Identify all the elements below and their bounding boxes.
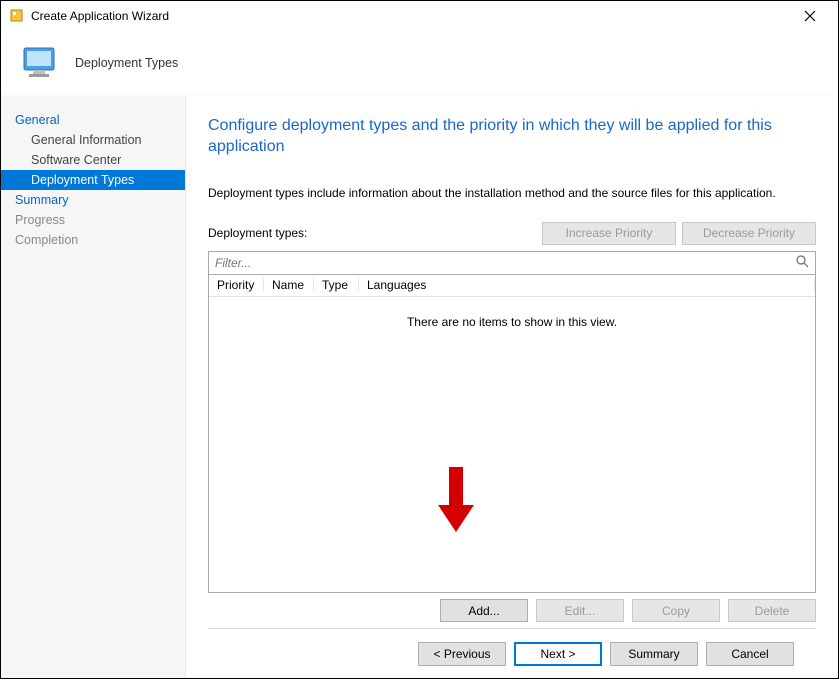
column-name[interactable]: Name <box>264 278 314 292</box>
table-header: Priority Name Type Languages <box>209 275 815 297</box>
content-heading: Configure deployment types and the prior… <box>208 116 816 158</box>
item-buttons-row: Add... Edit... Copy Delete <box>208 599 816 622</box>
filter-input[interactable] <box>215 256 795 270</box>
priority-row: Deployment types: Increase Priority Decr… <box>208 222 816 245</box>
add-button[interactable]: Add... <box>440 599 528 622</box>
deployment-types-table: Priority Name Type Languages There are n… <box>208 275 816 593</box>
decrease-priority-button: Decrease Priority <box>682 222 816 245</box>
content-description: Deployment types include information abo… <box>208 186 816 200</box>
column-languages[interactable]: Languages <box>359 278 815 292</box>
cancel-button[interactable]: Cancel <box>706 642 794 666</box>
wizard-header: Deployment Types <box>1 31 838 96</box>
body: General General Information Software Cen… <box>1 96 838 678</box>
sidebar-item-software-center[interactable]: Software Center <box>1 150 185 170</box>
wizard-window: Create Application Wizard Deployment Typ… <box>0 0 839 679</box>
wizard-footer: < Previous Next > Summary Cancel <box>208 628 816 678</box>
page-title: Deployment Types <box>75 56 178 70</box>
filter-box <box>208 251 816 275</box>
summary-button[interactable]: Summary <box>610 642 698 666</box>
sidebar-item-summary[interactable]: Summary <box>1 190 185 210</box>
previous-button[interactable]: < Previous <box>418 642 506 666</box>
copy-button: Copy <box>632 599 720 622</box>
content-area: Configure deployment types and the prior… <box>186 96 838 678</box>
column-priority[interactable]: Priority <box>209 278 264 292</box>
sidebar-item-deployment-types[interactable]: Deployment Types <box>1 170 185 190</box>
next-button[interactable]: Next > <box>514 642 602 666</box>
sidebar: General General Information Software Cen… <box>1 96 186 678</box>
column-type[interactable]: Type <box>314 278 359 292</box>
close-button[interactable] <box>790 1 830 31</box>
window-title: Create Application Wizard <box>31 9 790 23</box>
deployment-types-label: Deployment types: <box>208 226 307 240</box>
titlebar: Create Application Wizard <box>1 1 838 31</box>
edit-button: Edit... <box>536 599 624 622</box>
sidebar-item-completion: Completion <box>1 230 185 250</box>
sidebar-item-general-information[interactable]: General Information <box>1 130 185 150</box>
empty-message: There are no items to show in this view. <box>209 297 815 329</box>
sidebar-item-general[interactable]: General <box>1 110 185 130</box>
sidebar-item-progress: Progress <box>1 210 185 230</box>
app-icon <box>9 8 25 24</box>
increase-priority-button: Increase Priority <box>542 222 676 245</box>
delete-button: Delete <box>728 599 816 622</box>
search-icon[interactable] <box>795 254 809 271</box>
monitor-icon <box>19 42 61 84</box>
